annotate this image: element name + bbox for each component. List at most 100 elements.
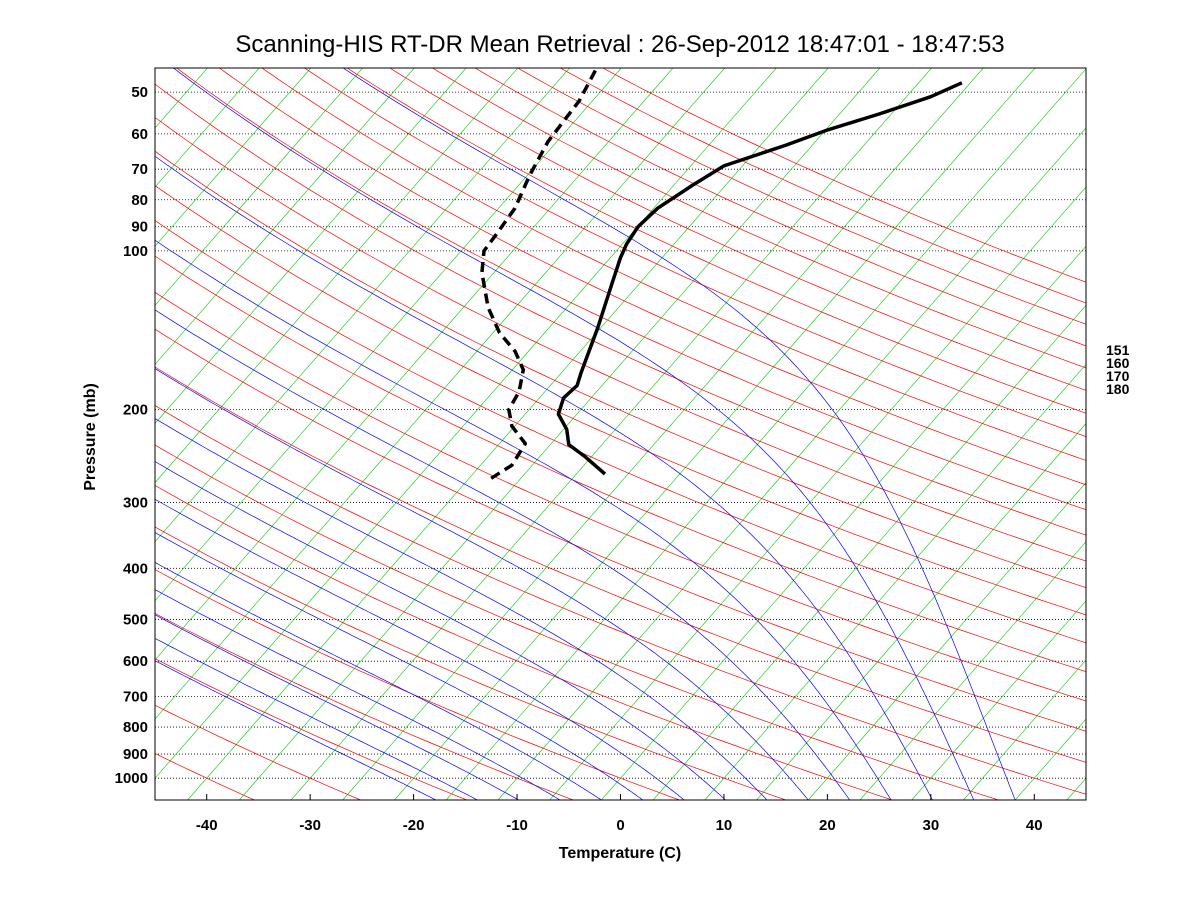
dry-adiabat-100 xyxy=(155,185,1086,616)
isotherm-5 xyxy=(652,304,1086,800)
dry-adiabat-120 xyxy=(155,117,1086,562)
y-tick-label-700: 700 xyxy=(123,688,148,705)
sounding-profiles xyxy=(480,68,963,480)
dry-adiabat-160 xyxy=(261,68,1086,461)
x-axis-label: Temperature (C) xyxy=(559,845,681,862)
x-tick-label--40: -40 xyxy=(196,817,218,834)
chart-title: Scanning-HIS RT-DR Mean Retrieval : 26-S… xyxy=(235,31,1004,58)
moist-adiabat--16 xyxy=(155,660,437,800)
dry-adiabat-110 xyxy=(155,150,1086,589)
isotherm--65 xyxy=(155,68,570,543)
isotherm-20 xyxy=(808,482,1086,800)
isotherm--60 xyxy=(155,68,622,602)
moist-adiabat-8 xyxy=(155,498,685,800)
isotherm--80 xyxy=(155,68,415,365)
x-tick-label-40: 40 xyxy=(1026,817,1043,834)
dry-adiabat--10 xyxy=(155,613,574,800)
y-tick-label-70: 70 xyxy=(131,161,148,178)
moist-adiabat--4 xyxy=(155,589,561,800)
plot-area xyxy=(155,68,1086,800)
moist-adiabat--8 xyxy=(155,614,519,800)
dewpoint-profile-line xyxy=(480,68,599,480)
isotherm--40 xyxy=(187,68,829,800)
moist-adiabat-40 xyxy=(342,68,1016,800)
isotherm--5 xyxy=(549,186,1086,800)
dry-adiabat-0 xyxy=(155,569,680,800)
x-tick-label--10: -10 xyxy=(506,817,528,834)
isotherm--115 xyxy=(0,68,52,800)
pressure-gridlines xyxy=(155,91,1086,779)
isotherm-35 xyxy=(963,659,1086,800)
dry-adiabat-60 xyxy=(155,328,1086,732)
dry-adiabat-150 xyxy=(219,68,1086,486)
y-tick-label-400: 400 xyxy=(123,560,148,577)
y-axis-label: Pressure (mb) xyxy=(82,383,99,491)
moist-adiabat-20 xyxy=(155,368,809,800)
dry-adiabat-10 xyxy=(155,526,786,800)
dry-adiabat-140 xyxy=(176,68,1086,511)
isotherm--20 xyxy=(394,68,1036,800)
moist-adiabat-28 xyxy=(155,239,892,800)
isotherm--35 xyxy=(239,68,881,800)
isotherm--120 xyxy=(0,68,1,800)
isotherm-45 xyxy=(1066,777,1086,800)
dry-adiabat--20 xyxy=(155,658,468,800)
y-tick-label-1000: 1000 xyxy=(115,770,148,787)
isotherm--55 xyxy=(155,68,674,661)
side-label-160: 160 xyxy=(1106,355,1130,371)
y-tick-label-200: 200 xyxy=(123,402,148,419)
dry-adiabat-230 xyxy=(560,68,1086,304)
dry-adiabat-220 xyxy=(517,68,1086,325)
isotherm--90 xyxy=(155,68,312,247)
moist-adiabat-12 xyxy=(155,461,726,800)
dry-adiabat-20 xyxy=(155,485,893,800)
x-axis-ticks: -40 -30 -20 -10 0 10 20 30 40 xyxy=(196,794,1043,834)
x-tick-label--30: -30 xyxy=(299,817,321,834)
y-tick-label-300: 300 xyxy=(123,494,148,511)
x-tick-label-10: 10 xyxy=(716,817,733,834)
y-tick-label-50: 50 xyxy=(131,84,148,101)
dry-adiabat-50 xyxy=(155,366,1086,763)
y-tick-label-90: 90 xyxy=(131,219,148,236)
dry-adiabat-180 xyxy=(347,68,1086,414)
dry-adiabat-190 xyxy=(389,68,1086,391)
moist-adiabat-4 xyxy=(155,532,643,800)
dry-adiabat-200 xyxy=(432,68,1086,369)
isotherm--10 xyxy=(497,127,1086,800)
moist-adiabat-36 xyxy=(172,68,975,800)
y-tick-label-60: 60 xyxy=(131,126,148,143)
moist-adiabat-0 xyxy=(155,562,602,800)
temperature-profile-line xyxy=(556,81,963,476)
x-tick-label--20: -20 xyxy=(403,817,425,834)
isotherm-55 xyxy=(1170,68,1200,800)
isotherm--30 xyxy=(290,68,932,800)
isotherm-0 xyxy=(601,245,1086,800)
y-tick-label-800: 800 xyxy=(123,719,148,736)
isotherm--85 xyxy=(155,68,363,306)
x-tick-label-20: 20 xyxy=(819,817,836,834)
dry-adiabat-70 xyxy=(155,291,1086,702)
dry-adiabat-210 xyxy=(474,68,1086,347)
moist-adiabat-16 xyxy=(155,418,768,800)
x-tick-label-30: 30 xyxy=(922,817,939,834)
y-tick-label-100: 100 xyxy=(123,243,148,260)
isotherm-25 xyxy=(859,541,1086,800)
isotherm-10 xyxy=(704,363,1086,800)
isotherm--45 xyxy=(155,68,777,779)
dry-adiabat-130 xyxy=(155,83,1086,536)
moist-adiabat--12 xyxy=(155,637,478,800)
dry-adiabat-240 xyxy=(602,68,1086,283)
moist-adiabat-24 xyxy=(155,309,850,800)
y-tick-label-500: 500 xyxy=(123,611,148,628)
y-tick-label-80: 80 xyxy=(131,192,148,209)
x-tick-label-0: 0 xyxy=(616,817,624,834)
y-tick-label-900: 900 xyxy=(123,746,148,763)
side-label-170: 170 xyxy=(1106,368,1130,384)
dry-adiabat-40 xyxy=(155,405,1086,795)
isotherm--15 xyxy=(446,68,1086,800)
isotherm--25 xyxy=(342,68,984,800)
isotherm-50 xyxy=(1119,68,1200,800)
dry-adiabat-80 xyxy=(155,255,1086,673)
